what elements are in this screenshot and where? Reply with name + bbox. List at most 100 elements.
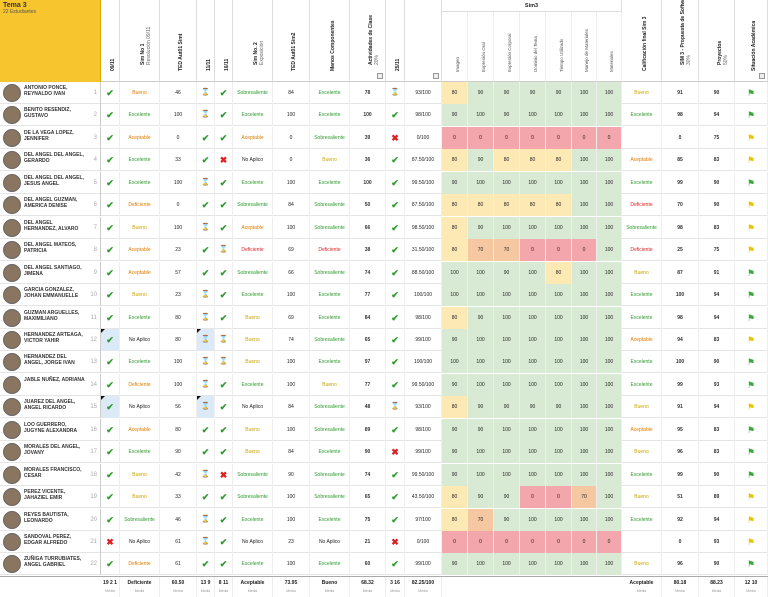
topic-header[interactable]: Tema 3 22 Estudiantes bbox=[0, 0, 101, 82]
sim3-criterion-cell[interactable]: 90 bbox=[442, 373, 468, 396]
ted-sim1-cell[interactable]: 0 bbox=[160, 194, 197, 217]
attendance-cell[interactable]: ✔ bbox=[386, 418, 405, 441]
sim2-grade-cell[interactable]: Sobresaliente bbox=[233, 194, 273, 217]
check-icon[interactable]: ✔ bbox=[106, 200, 114, 211]
check-icon[interactable]: ✔ bbox=[106, 155, 114, 166]
column-header[interactable] bbox=[405, 0, 442, 82]
sim1-grade-cell[interactable]: Aceptable bbox=[120, 126, 160, 149]
attendance-cell[interactable]: ✔ bbox=[197, 149, 215, 172]
sim2-grade-cell[interactable]: Bueno bbox=[233, 351, 273, 374]
check-icon[interactable]: ✔ bbox=[391, 200, 399, 211]
attendance-cell[interactable]: ✔ bbox=[386, 486, 405, 509]
green-flag-icon[interactable]: ⚑ bbox=[746, 110, 756, 121]
sim2-grade-cell[interactable]: No Aplico bbox=[233, 149, 273, 172]
attendance-cell[interactable]: ✔ bbox=[215, 284, 233, 307]
cross-icon[interactable]: ✖ bbox=[391, 537, 399, 547]
ted-sim1-cell[interactable]: 23 bbox=[160, 239, 197, 262]
sim3-criterion-cell[interactable]: 90 bbox=[442, 171, 468, 194]
class-activities-cell[interactable]: 66 bbox=[350, 216, 386, 239]
green-flag-icon[interactable]: ⚑ bbox=[746, 267, 756, 278]
ted-sim1-cell[interactable]: 80 bbox=[160, 306, 197, 329]
attendance-cell[interactable]: ⌛ bbox=[197, 171, 215, 194]
ted-sim1-cell[interactable]: 61 bbox=[160, 531, 197, 553]
check-icon[interactable]: ✔ bbox=[219, 492, 228, 503]
attendance-cell[interactable]: ⌛ bbox=[197, 373, 215, 396]
sim3-criterion-cell[interactable]: 100 bbox=[468, 171, 494, 194]
ted-sim2-cell[interactable]: 74 bbox=[273, 328, 310, 351]
attendance-cell[interactable]: ✔ bbox=[386, 284, 405, 307]
check-icon[interactable]: ✔ bbox=[391, 379, 399, 390]
ted-sim2-cell[interactable]: 0 bbox=[273, 126, 310, 149]
sim3-criterion-cell[interactable]: 100 bbox=[546, 351, 572, 374]
sim3-software-cell[interactable]: 91 bbox=[662, 82, 699, 104]
sim3-criterion-cell[interactable]: 80 bbox=[442, 396, 468, 419]
attendance-cell[interactable]: ✔ bbox=[101, 194, 120, 217]
sim3-score-cell[interactable]: 43.50/100 bbox=[405, 486, 442, 509]
student-name[interactable]: JABLE NUÑEZ, ADRIANA bbox=[24, 376, 85, 383]
attendance-cell[interactable]: ✖ bbox=[386, 126, 405, 149]
ted-sim1-cell[interactable]: 33 bbox=[160, 486, 197, 509]
attendance-cell[interactable]: ✔ bbox=[197, 486, 215, 509]
sim3-software-cell[interactable]: 94 bbox=[662, 328, 699, 351]
check-icon[interactable]: ✔ bbox=[219, 177, 228, 188]
column-header[interactable]: Manos Componentes bbox=[310, 0, 350, 82]
student-avatar[interactable] bbox=[3, 353, 21, 372]
sim3-criterion-cell[interactable]: 80 bbox=[520, 149, 546, 172]
column-header[interactable]: Sim No 1 Resolución 09/11 bbox=[120, 0, 160, 82]
column-header[interactable]: Sim No. 2 Exposición bbox=[233, 0, 273, 82]
attendance-cell[interactable]: ✔ bbox=[215, 82, 233, 104]
attendance-cell[interactable]: ✔ bbox=[101, 82, 120, 104]
ted-sim1-cell[interactable]: 33 bbox=[160, 149, 197, 172]
sim3-criterion-cell[interactable]: 70 bbox=[468, 239, 494, 262]
sim3-software-cell[interactable]: 99 bbox=[662, 373, 699, 396]
sim3-criterion-cell[interactable]: 90 bbox=[468, 82, 494, 104]
manos-cell[interactable]: Excelente bbox=[310, 104, 350, 127]
sim3-criterion-cell[interactable]: 0 bbox=[546, 239, 572, 262]
attendance-cell[interactable]: ✔ bbox=[386, 351, 405, 374]
student-name[interactable]: DEL ANGEL GUZMAN, AMERICA DENISE bbox=[24, 197, 78, 210]
check-icon[interactable]: ✔ bbox=[391, 290, 399, 301]
manos-cell[interactable]: Excelente bbox=[310, 441, 350, 464]
student-avatar[interactable] bbox=[3, 465, 21, 484]
attendance-cell[interactable]: ✔ bbox=[386, 171, 405, 194]
student-avatar[interactable] bbox=[3, 196, 21, 215]
sim3-software-cell[interactable]: 99 bbox=[662, 463, 699, 486]
column-header[interactable]: 16/11 bbox=[215, 0, 233, 82]
attendance-cell[interactable]: ✖ bbox=[215, 149, 233, 172]
check-icon[interactable]: ✔ bbox=[106, 514, 114, 525]
class-activities-cell[interactable]: 60 bbox=[350, 553, 386, 576]
sim3-criterion-cell[interactable]: 100 bbox=[597, 418, 622, 441]
sim3-criterion-cell[interactable]: 100 bbox=[572, 373, 597, 396]
sim2-grade-cell[interactable]: Excelente bbox=[233, 373, 273, 396]
check-icon[interactable]: ✔ bbox=[391, 155, 399, 166]
attendance-cell[interactable]: ✔ bbox=[215, 418, 233, 441]
status-cell[interactable]: ⚑ bbox=[735, 486, 768, 509]
ted-sim2-cell[interactable]: 23 bbox=[273, 531, 310, 553]
class-activities-cell[interactable]: 39 bbox=[350, 126, 386, 149]
sim3-criterion-cell[interactable]: 0 bbox=[520, 126, 546, 149]
green-flag-icon[interactable]: ⚑ bbox=[746, 290, 756, 301]
sim1-grade-cell[interactable]: Sobresaliente bbox=[120, 508, 160, 531]
sim1-grade-cell[interactable]: Deficiente bbox=[120, 553, 160, 576]
sim3-criterion-cell[interactable]: 100 bbox=[597, 284, 622, 307]
attendance-cell[interactable]: ✔ bbox=[215, 486, 233, 509]
class-activities-cell[interactable]: 84 bbox=[350, 306, 386, 329]
projects-cell[interactable]: 94 bbox=[699, 284, 735, 307]
manos-cell[interactable]: Excelente bbox=[310, 284, 350, 307]
attendance-cell[interactable]: ✔ bbox=[101, 508, 120, 531]
sim3-final-cell[interactable]: Sobresaliente bbox=[622, 216, 662, 239]
sim1-grade-cell[interactable]: Deficiente bbox=[120, 373, 160, 396]
sim3-criterion-cell[interactable]: 90 bbox=[442, 328, 468, 351]
student-avatar[interactable] bbox=[3, 218, 21, 237]
sim3-final-cell[interactable]: Bueno bbox=[622, 396, 662, 419]
student-avatar[interactable] bbox=[3, 241, 21, 260]
cross-icon[interactable]: ✖ bbox=[391, 132, 399, 143]
sim3-criterion-cell[interactable]: 100 bbox=[442, 284, 468, 307]
student-name-cell[interactable]: MORALES DEL ANGEL, JOVANY 17 bbox=[0, 441, 101, 464]
sim3-criterion-header[interactable]: Tiempo Utilizado bbox=[546, 12, 572, 82]
attendance-cell[interactable]: ✔ bbox=[101, 261, 120, 284]
manos-cell[interactable]: Sobresaliente bbox=[310, 418, 350, 441]
sim2-grade-cell[interactable]: Bueno bbox=[233, 418, 273, 441]
status-cell[interactable]: ⚑ bbox=[735, 418, 768, 441]
sim3-criterion-cell[interactable]: 100 bbox=[597, 463, 622, 486]
